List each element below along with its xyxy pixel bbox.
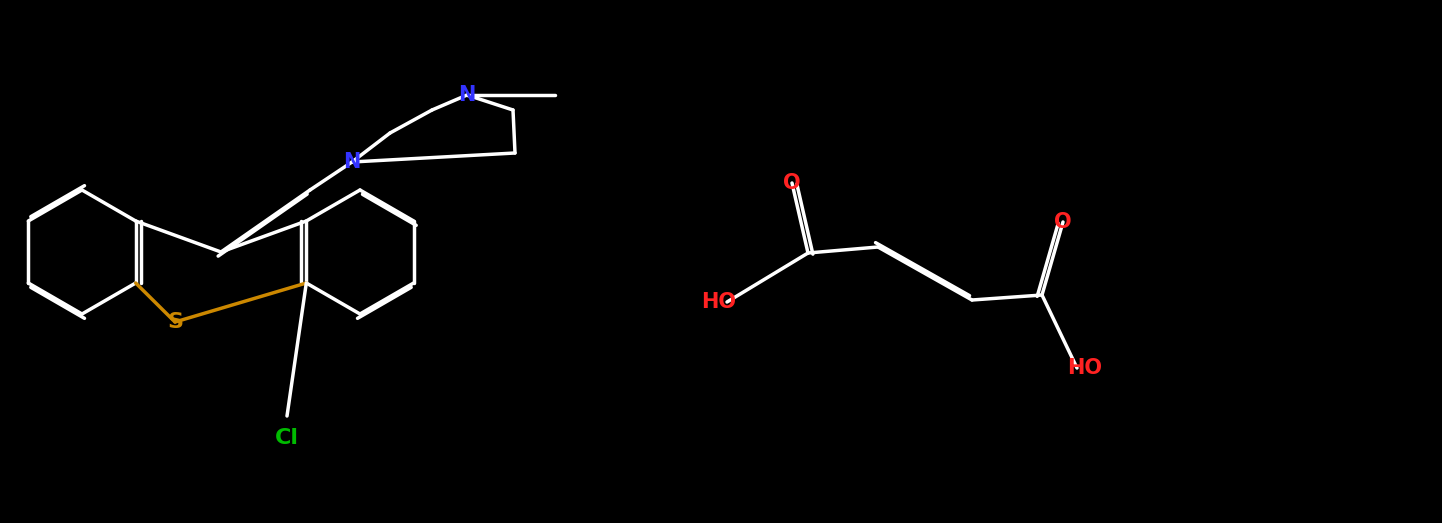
Text: S: S <box>167 312 183 332</box>
Text: O: O <box>1054 212 1071 232</box>
Text: HO: HO <box>701 292 737 312</box>
Text: O: O <box>783 173 800 193</box>
Text: Cl: Cl <box>275 428 298 448</box>
Text: N: N <box>343 152 360 172</box>
Text: N: N <box>459 85 476 105</box>
Text: HO: HO <box>1067 358 1103 378</box>
